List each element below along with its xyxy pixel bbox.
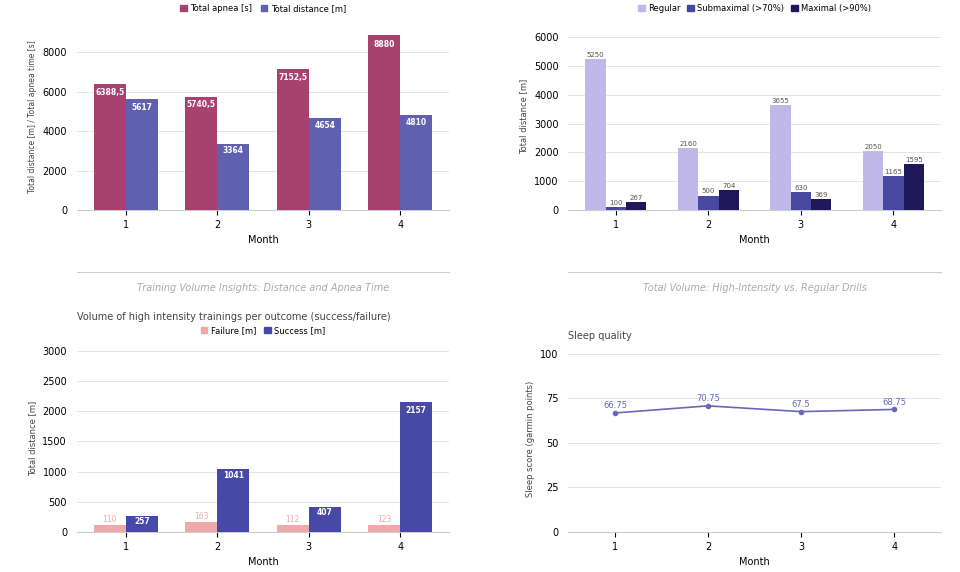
Text: 257: 257: [133, 517, 150, 526]
Bar: [217, 144, 250, 210]
Text: 630: 630: [794, 185, 807, 190]
Y-axis label: Total distance [m] / Total apnea time [s]: Total distance [m] / Total apnea time [s…: [28, 40, 36, 193]
Text: 3655: 3655: [772, 98, 789, 104]
Bar: [678, 148, 698, 210]
Bar: [126, 517, 157, 532]
Bar: [276, 525, 309, 532]
Text: Total Volume: High-Intensity vs. Regular Drills: Total Volume: High-Intensity vs. Regular…: [642, 283, 867, 293]
Text: 1165: 1165: [884, 169, 902, 176]
Bar: [369, 35, 400, 210]
X-axis label: Month: Month: [248, 235, 278, 245]
Text: 6388,5: 6388,5: [95, 88, 125, 97]
Text: 5740,5: 5740,5: [187, 100, 216, 109]
X-axis label: Month: Month: [248, 557, 278, 567]
Text: 66.75: 66.75: [603, 402, 627, 410]
Bar: [606, 207, 626, 210]
Text: 2160: 2160: [679, 141, 697, 146]
Text: 4810: 4810: [406, 118, 427, 127]
X-axis label: Month: Month: [739, 235, 770, 245]
Text: 163: 163: [194, 512, 208, 521]
Text: 5250: 5250: [587, 51, 604, 58]
Text: 5617: 5617: [132, 103, 153, 112]
Legend: Regular, Submaximal (>70%), Maximal (>90%): Regular, Submaximal (>70%), Maximal (>90…: [635, 1, 875, 17]
Bar: [369, 525, 400, 532]
Text: 112: 112: [286, 515, 300, 525]
Bar: [126, 100, 157, 210]
Text: 1595: 1595: [905, 157, 923, 163]
Text: 3364: 3364: [223, 146, 244, 155]
Bar: [185, 97, 217, 210]
Bar: [811, 200, 831, 210]
Bar: [400, 402, 432, 532]
Y-axis label: Sleep score (garmin points): Sleep score (garmin points): [526, 380, 535, 496]
Text: 7152,5: 7152,5: [278, 73, 307, 82]
Bar: [626, 202, 646, 210]
Text: 267: 267: [630, 195, 643, 201]
Legend: Total apnea [s], Total distance [m]: Total apnea [s], Total distance [m]: [177, 1, 349, 17]
Text: 70.75: 70.75: [696, 394, 720, 403]
Bar: [309, 507, 341, 532]
Bar: [770, 105, 791, 210]
Legend: Failure [m], Success [m]: Failure [m], Success [m]: [197, 323, 329, 339]
Text: Sleep quality: Sleep quality: [568, 331, 632, 341]
Text: 1041: 1041: [223, 471, 244, 480]
Text: 2157: 2157: [406, 406, 427, 415]
Bar: [309, 118, 341, 210]
Bar: [791, 192, 811, 210]
Bar: [863, 151, 883, 210]
Bar: [276, 69, 309, 210]
Bar: [94, 525, 126, 532]
Bar: [586, 59, 606, 210]
Bar: [400, 116, 432, 210]
Text: 4654: 4654: [314, 121, 335, 130]
Bar: [94, 84, 126, 210]
Bar: [903, 164, 924, 210]
Text: 8880: 8880: [373, 41, 395, 49]
Text: 369: 369: [814, 192, 828, 198]
Text: 2050: 2050: [864, 144, 882, 150]
Text: 407: 407: [317, 508, 333, 517]
Text: Volume of high intensity trainings per outcome (success/failure): Volume of high intensity trainings per o…: [77, 312, 391, 322]
Text: 67.5: 67.5: [792, 400, 810, 409]
Bar: [185, 522, 217, 532]
Y-axis label: Total distance [m]: Total distance [m]: [519, 79, 529, 154]
Bar: [698, 196, 718, 210]
Text: 100: 100: [609, 200, 623, 206]
Y-axis label: Total distance [m]: Total distance [m]: [28, 401, 36, 476]
Text: Training Volume Insights: Distance and Apnea Time: Training Volume Insights: Distance and A…: [137, 283, 389, 293]
Text: 704: 704: [722, 182, 735, 189]
Bar: [883, 177, 903, 210]
Text: 123: 123: [377, 515, 392, 523]
Bar: [718, 190, 739, 210]
X-axis label: Month: Month: [739, 557, 770, 567]
Bar: [217, 469, 250, 532]
Text: 500: 500: [702, 189, 715, 194]
Text: 110: 110: [103, 515, 117, 525]
Text: 68.75: 68.75: [882, 398, 906, 407]
